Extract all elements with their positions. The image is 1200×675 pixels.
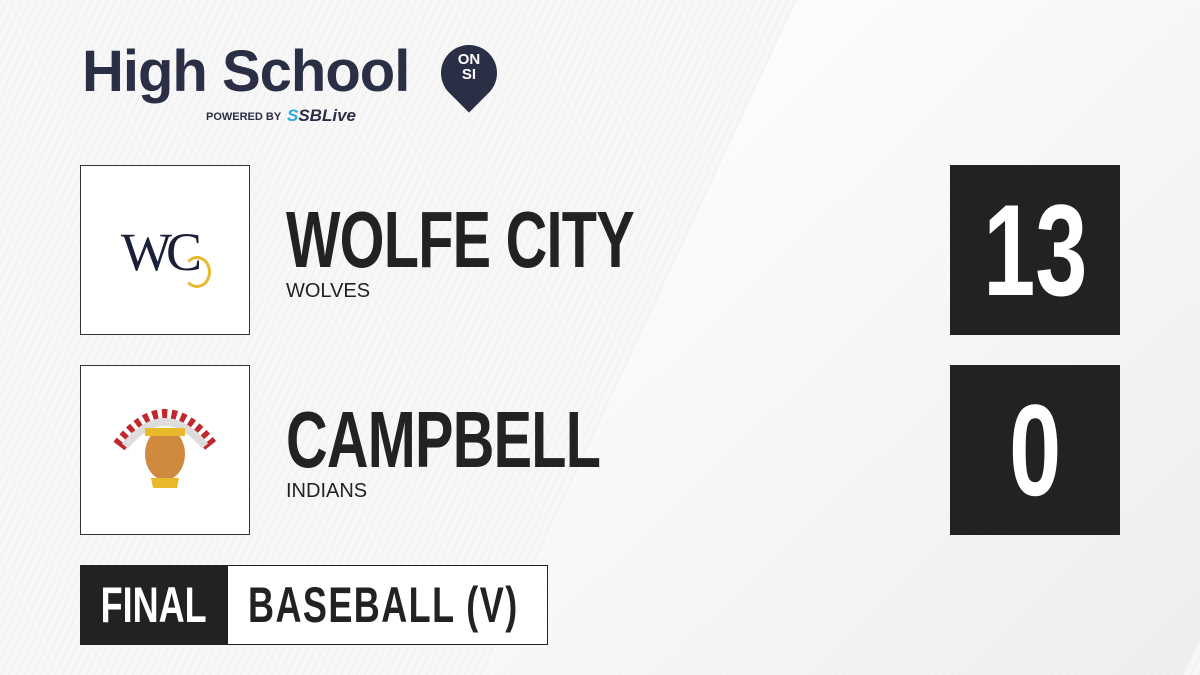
- team-name: CAMPBELL: [286, 395, 601, 484]
- team-logo-campbell: [80, 365, 250, 535]
- game-status: FINAL: [80, 565, 227, 645]
- wolf-icon: [183, 256, 211, 288]
- powered-by-label: POWERED BY: [206, 111, 282, 123]
- team-score: 0: [950, 365, 1120, 535]
- on-si-badge: ON SI: [457, 51, 481, 83]
- indian-chief-logo-icon: [113, 409, 217, 488]
- background-decoration: [482, 0, 1200, 675]
- sport-label: BASEBALL (V): [227, 565, 548, 645]
- team-name: WOLFE CITY: [286, 195, 635, 284]
- brand-title: High School: [82, 39, 410, 104]
- sblive-logo: SSBLive: [287, 106, 356, 125]
- team-mascot: INDIANS: [286, 480, 368, 502]
- team-mascot: WOLVES: [286, 280, 371, 302]
- team-logo-wolfe-city: WC: [80, 165, 250, 335]
- team-score: 13: [950, 165, 1120, 335]
